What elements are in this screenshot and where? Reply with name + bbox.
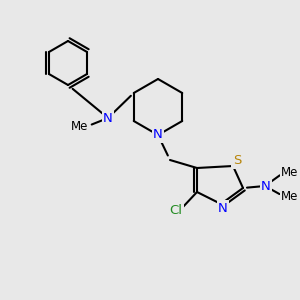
Text: S: S bbox=[233, 154, 241, 167]
Text: Cl: Cl bbox=[169, 205, 182, 218]
Text: N: N bbox=[261, 179, 271, 193]
Text: N: N bbox=[153, 128, 163, 142]
Text: N: N bbox=[218, 202, 228, 214]
Text: N: N bbox=[103, 112, 113, 124]
Text: Me: Me bbox=[71, 121, 89, 134]
Text: Me: Me bbox=[281, 190, 299, 202]
Text: Me: Me bbox=[281, 167, 299, 179]
